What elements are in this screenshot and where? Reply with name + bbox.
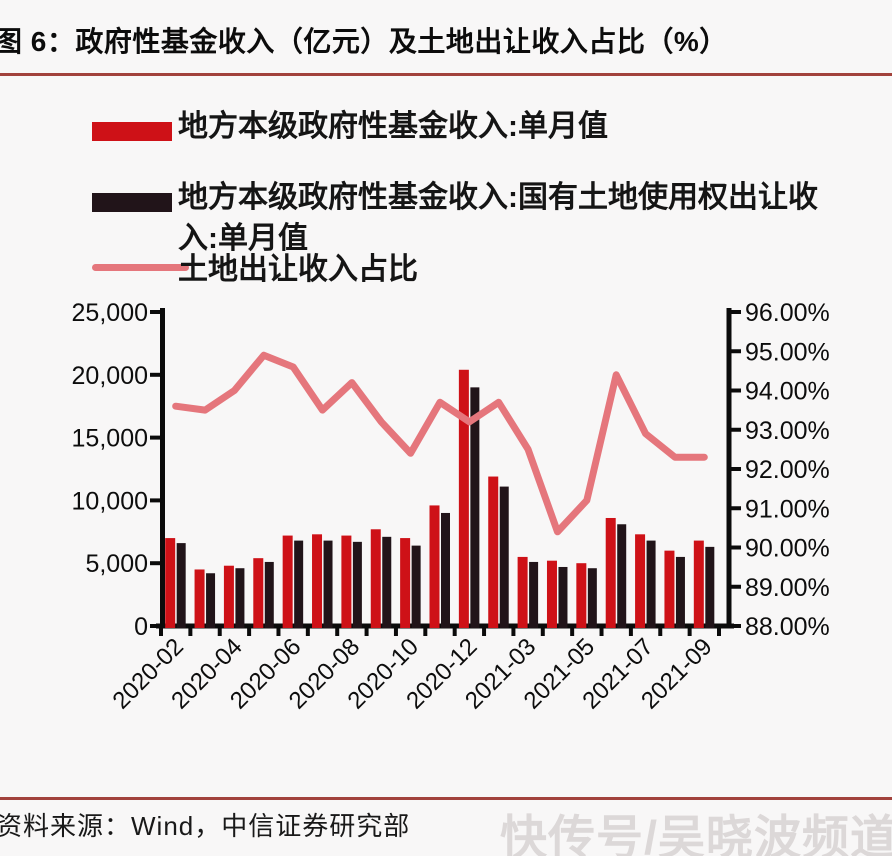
right-axis-label: 96.00%	[745, 299, 830, 327]
right-axis-label: 90.00%	[745, 535, 830, 563]
legend-swatch-land-ratio-line	[92, 264, 189, 271]
bar-land-transfer	[382, 536, 392, 628]
bar-fund-revenue	[429, 505, 440, 628]
right-axis-label: 91.00%	[745, 495, 830, 523]
bar-land-transfer	[235, 568, 245, 628]
bar-fund-revenue	[312, 534, 323, 628]
right-axis-label: 95.00%	[745, 338, 830, 366]
bar-land-transfer	[206, 573, 216, 628]
right-axis-label: 94.00%	[745, 378, 830, 406]
bar-land-transfer	[470, 387, 480, 628]
right-axis-label: 88.00%	[745, 613, 830, 641]
bar-fund-revenue	[370, 529, 381, 628]
left-axis-label: 10,000	[72, 487, 148, 515]
left-axis-label: 15,000	[72, 425, 148, 453]
bar-land-transfer	[441, 512, 450, 628]
bar-fund-revenue	[341, 535, 352, 628]
left-axis-label: 0	[134, 613, 148, 641]
bar-land-transfer	[352, 541, 362, 628]
bar-fund-revenue	[194, 569, 205, 628]
legend-swatch-land-transfer	[92, 193, 172, 212]
bar-fund-revenue	[605, 517, 616, 628]
data-source-note: 资料来源：Wind，中信证券研究部	[0, 811, 411, 841]
bar-land-transfer	[499, 486, 509, 628]
bar-fund-revenue	[165, 538, 176, 628]
bar-fund-revenue	[517, 556, 528, 628]
bar-fund-revenue	[282, 535, 293, 628]
legend-label-fund-revenue: 地方本级政府性基金收入:单月值	[178, 110, 608, 143]
bar-fund-revenue	[253, 558, 264, 628]
title-divider-rule	[0, 73, 892, 76]
bar-fund-revenue	[635, 534, 646, 628]
watermark-text: 快传号/吴晓波频道	[500, 811, 892, 856]
right-axis-label: 89.00%	[745, 574, 830, 602]
left-axis-label: 20,000	[72, 362, 148, 390]
bar-land-transfer	[264, 561, 274, 628]
bar-land-transfer	[617, 524, 627, 628]
bar-fund-revenue	[693, 540, 704, 628]
left-axis-label: 5,000	[85, 550, 148, 578]
legend-swatch-fund-revenue	[92, 122, 172, 141]
dual-axis-bar-line-chart: 25,000 20,000 15,000 10,000 5,000 0 96.00% 95.0…	[72, 299, 830, 715]
bar-land-transfer	[529, 561, 539, 628]
bar-land-transfer	[294, 540, 304, 628]
footer-divider-rule	[0, 797, 892, 800]
bar-fund-revenue	[546, 560, 557, 628]
bar-land-transfer	[323, 540, 333, 628]
left-axis-label: 25,000	[72, 299, 148, 327]
legend-label-land-transfer: 地方本级政府性基金收入:国有土地使用权出让收入:单月值	[178, 181, 818, 255]
legend-label-land-ratio: 土地出让收入占比	[178, 253, 418, 286]
bar-fund-revenue	[488, 476, 499, 628]
right-axis-label: 92.00%	[745, 456, 830, 484]
bar-land-transfer	[675, 556, 685, 628]
chart-plot-area: 25,000 20,000 15,000 10,000 5,000 0 96.00% 95.0…	[0, 295, 892, 765]
bar-fund-revenue	[664, 550, 675, 628]
bar-fund-revenue	[400, 538, 411, 628]
bar-land-transfer	[705, 546, 715, 628]
land-ratio-line	[172, 351, 708, 536]
bar-land-transfer	[646, 540, 656, 628]
bar-land-transfer	[587, 568, 597, 628]
bar-fund-revenue	[576, 563, 587, 628]
figure-title: 图 6：政府性基金收入（亿元）及土地出让收入占比（%）	[0, 26, 728, 57]
bar-land-transfer	[176, 543, 186, 628]
bar-fund-revenue	[458, 369, 469, 628]
right-axis-label: 93.00%	[745, 417, 830, 445]
bar-fund-revenue	[223, 565, 234, 628]
bar-land-transfer	[558, 566, 568, 628]
bar-land-transfer	[411, 545, 421, 628]
